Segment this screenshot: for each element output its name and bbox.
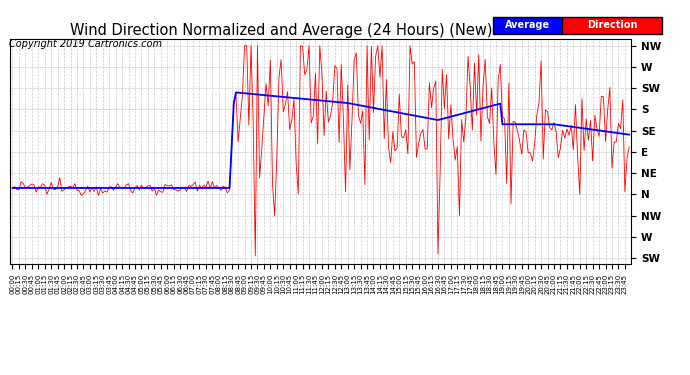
Text: Direction: Direction	[587, 20, 638, 30]
Title: Wind Direction Normalized and Average (24 Hours) (New) 20190824: Wind Direction Normalized and Average (2…	[70, 23, 571, 38]
Text: Average: Average	[505, 20, 551, 30]
Text: Copyright 2019 Cartronics.com: Copyright 2019 Cartronics.com	[9, 39, 162, 50]
